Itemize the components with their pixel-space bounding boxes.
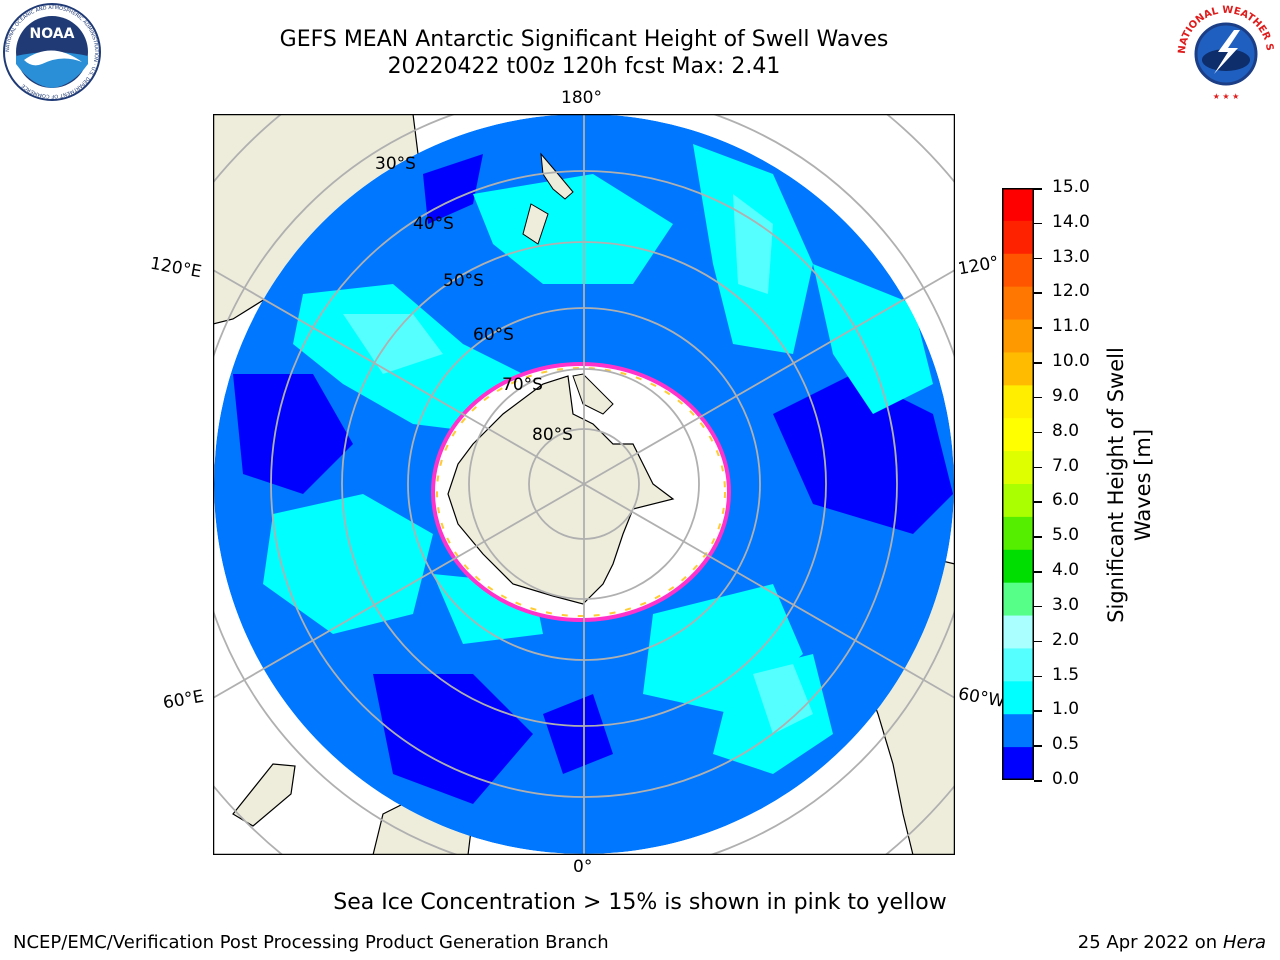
- colorbar-tick-label: 5.0: [1052, 525, 1080, 546]
- colorbar-swatch: [1002, 648, 1034, 682]
- polar-map: 30°S 40°S 50°S 60°S 70°S 80°S: [213, 114, 955, 855]
- colorbar-tick-label: 1.0: [1052, 699, 1080, 720]
- credit-machine: Hera: [1222, 932, 1266, 953]
- colorbar-tick-mark: [1034, 536, 1042, 538]
- colorbar-tick-label: 0.0: [1052, 769, 1080, 789]
- colorbar-tick-label: 4.0: [1052, 560, 1080, 581]
- colorbar-tick-mark: [1034, 780, 1042, 782]
- colorbar-tick-label: 0.5: [1052, 734, 1080, 755]
- colorbar-tick-label: 10.0: [1052, 351, 1090, 372]
- colorbar-tick-mark: [1034, 675, 1042, 678]
- colorbar-tick-label: 3.0: [1052, 594, 1080, 615]
- colorbar-swatch: [1002, 681, 1034, 715]
- colorbar-tick-label: 6.0: [1052, 490, 1080, 511]
- svg-text:★ ★ ★: ★ ★ ★: [1213, 92, 1240, 101]
- lat-label-40s: 40°S: [413, 214, 454, 234]
- credit-date-text: 25 Apr 2022 on: [1077, 932, 1223, 953]
- colorbar-tick-label: 8.0: [1052, 420, 1080, 441]
- sea-ice-note: Sea Ice Concentration > 15% is shown in …: [333, 890, 947, 915]
- colorbar-tick-mark: [1034, 222, 1042, 225]
- colorbar-swatch: [1002, 615, 1034, 649]
- colorbar-swatch: [1002, 549, 1034, 584]
- colorbar-swatch: [1002, 286, 1034, 321]
- colorbar-swatch: [1002, 747, 1034, 780]
- colorbar-tick-mark: [1034, 501, 1042, 503]
- colorbar-tick-mark: [1034, 745, 1042, 747]
- colorbar-label: Significant Height of Swell Waves [m]: [1103, 325, 1157, 645]
- colorbar-swatch: [1002, 516, 1034, 551]
- colorbar-tick-mark: [1034, 431, 1042, 434]
- colorbar-tick-mark: [1034, 710, 1042, 712]
- colorbar-swatch: [1002, 582, 1034, 617]
- colorbar-tick-mark: [1034, 292, 1042, 294]
- colorbar-tick-label: 2.0: [1052, 629, 1080, 650]
- credit-date: 25 Apr 2022 on Hera: [1078, 932, 1266, 953]
- colorbar-tick-label: 11.0: [1052, 316, 1090, 337]
- colorbar-tick-mark: [1034, 466, 1042, 469]
- lat-label-80s: 80°S: [532, 425, 573, 445]
- colorbar-tick-mark: [1034, 327, 1042, 329]
- lat-label-60s: 60°S: [473, 325, 514, 345]
- colorbar-swatch: [1002, 253, 1034, 288]
- lat-label-50s: 50°S: [443, 271, 484, 291]
- lon-label-120e: 120°E: [148, 253, 204, 283]
- lon-label-120w: 120°: [956, 252, 1001, 280]
- colorbar: [1002, 188, 1034, 780]
- colorbar-tick-label: 12.0: [1052, 281, 1090, 302]
- colorbar-swatch: [1002, 714, 1034, 748]
- colorbar-tick-mark: [1034, 188, 1042, 190]
- madagascar-land: [232, 763, 296, 827]
- colorbar-tick-mark: [1034, 605, 1042, 608]
- colorbar-label-line1: Significant Height of Swell: [1104, 347, 1128, 623]
- lon-label-60e: 60°E: [161, 686, 206, 714]
- colorbar-tick-label: 9.0: [1052, 385, 1080, 406]
- colorbar-swatch: [1002, 319, 1034, 353]
- nws-logo: NATIONAL WEATHER SERVICE ★ ★ ★: [1176, 2, 1275, 101]
- colorbar-tick-label: 7.0: [1052, 455, 1080, 476]
- colorbar-swatch: [1002, 451, 1034, 485]
- colorbar-swatch: [1002, 484, 1034, 518]
- colorbar-tick-label: 13.0: [1052, 246, 1090, 267]
- colorbar-tick-mark: [1034, 396, 1042, 399]
- colorbar-tick-label: 14.0: [1052, 211, 1090, 232]
- colorbar-tick-mark: [1034, 640, 1042, 643]
- lon-label-0: 0°: [573, 857, 593, 877]
- colorbar-swatch: [1002, 188, 1034, 222]
- colorbar-swatch: [1002, 352, 1034, 386]
- chart-title: GEFS MEAN Antarctic Significant Height o…: [279, 27, 889, 52]
- lat-label-70s: 70°S: [502, 375, 543, 395]
- colorbar-swatch: [1002, 220, 1034, 255]
- noaa-logo: NOAA NATIONAL OCEANIC AND ATMOSPHERIC AD…: [3, 3, 101, 101]
- lat-label-30s: 30°S: [375, 154, 416, 174]
- noaa-logo-text: NOAA: [30, 26, 75, 42]
- colorbar-tick-mark: [1034, 257, 1042, 260]
- colorbar-swatch: [1002, 385, 1034, 419]
- colorbar-tick-mark: [1034, 362, 1042, 364]
- lon-label-60w: 60°W: [956, 684, 1007, 712]
- lon-label-180: 180°: [561, 88, 602, 108]
- chart-subtitle: 20220422 t00z 120h fcst Max: 2.41: [387, 54, 781, 79]
- colorbar-label-line2: Waves [m]: [1131, 428, 1155, 542]
- colorbar-tick-mark: [1034, 571, 1042, 573]
- colorbar-tick-label: 15.0: [1052, 177, 1090, 197]
- colorbar-tick-label: 1.5: [1052, 664, 1080, 685]
- colorbar-swatch: [1002, 418, 1034, 452]
- credit-branch: NCEP/EMC/Verification Post Processing Pr…: [13, 932, 609, 953]
